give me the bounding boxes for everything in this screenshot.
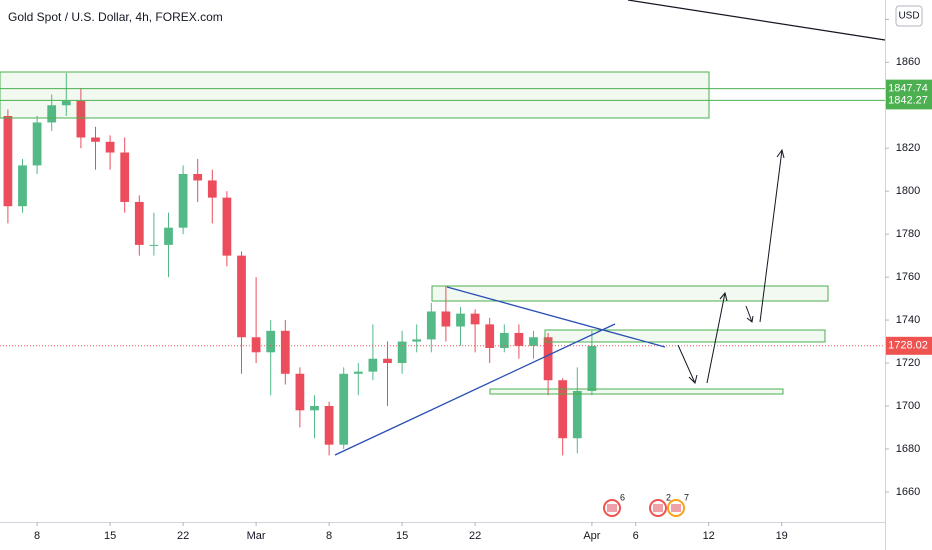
event-count: 2 xyxy=(666,492,671,502)
candle-body xyxy=(572,390,582,439)
candle-body xyxy=(193,174,203,181)
candle-body xyxy=(397,341,407,364)
candle-body xyxy=(441,311,451,327)
event-count: 7 xyxy=(684,492,689,502)
candle-body xyxy=(251,337,261,353)
candle-body xyxy=(149,244,159,246)
y-tick-label: 1860 xyxy=(896,56,920,68)
candle-body xyxy=(222,197,232,256)
y-tick-label: 1780 xyxy=(896,228,920,240)
trend-line xyxy=(627,0,886,41)
candle-body xyxy=(587,345,597,391)
x-tick-label: 19 xyxy=(776,530,788,542)
y-tick-label: 1720 xyxy=(896,357,920,369)
candle-body xyxy=(280,330,290,374)
x-tick-label: 22 xyxy=(177,530,189,542)
x-tick-label: 8 xyxy=(34,530,40,542)
y-tick-label: 1760 xyxy=(896,271,920,283)
candle-body xyxy=(514,332,524,346)
zone xyxy=(489,388,784,395)
x-tick-label: 6 xyxy=(633,530,639,542)
candle-body xyxy=(32,122,42,166)
event-flag xyxy=(671,504,681,512)
event-flag xyxy=(607,504,617,512)
candle-body xyxy=(76,100,86,138)
price-label: 1842.27 xyxy=(888,94,928,106)
y-tick-label: 1740 xyxy=(896,314,920,326)
event-badge: 6 xyxy=(603,492,625,517)
x-tick-label: Apr xyxy=(583,530,600,542)
x-tick-label: 22 xyxy=(469,530,481,542)
y-tick-label: 1800 xyxy=(896,185,920,197)
y-tick-label: 1820 xyxy=(896,142,920,154)
event-badge: 2 xyxy=(649,492,671,517)
candle-body xyxy=(120,152,130,202)
arrows xyxy=(677,148,785,384)
candle-body xyxy=(295,373,305,411)
price-label-bg xyxy=(886,336,932,355)
candle-body xyxy=(266,330,276,353)
candle-body xyxy=(61,100,71,106)
trend-line xyxy=(334,323,616,456)
time-axis xyxy=(0,522,885,550)
candle-body xyxy=(499,332,509,348)
x-tick-label: Mar xyxy=(247,530,266,542)
candle-body xyxy=(178,174,188,228)
candle-body xyxy=(558,380,568,439)
candle-body xyxy=(164,227,173,245)
zone xyxy=(431,285,829,302)
zone xyxy=(0,71,710,119)
candle-body xyxy=(412,339,422,342)
plot xyxy=(0,73,885,456)
trend-line xyxy=(446,286,666,348)
candle-body xyxy=(383,358,392,364)
candle-body xyxy=(105,141,115,153)
candle-body xyxy=(543,337,553,381)
x-tick-label: 12 xyxy=(703,530,715,542)
drawings xyxy=(0,0,886,456)
price-label: 1728.02 xyxy=(888,340,928,352)
title-bg xyxy=(0,0,260,34)
event-count: 6 xyxy=(620,492,625,502)
zone xyxy=(544,329,826,343)
chart-title: Gold Spot / U.S. Dollar, 4h, FOREX.com xyxy=(8,10,223,24)
candle-body xyxy=(310,406,319,411)
candle-body xyxy=(18,165,27,207)
x-tick-label: 8 xyxy=(326,530,332,542)
price-label-bg xyxy=(886,91,932,110)
event-flag xyxy=(653,504,663,512)
candle-body xyxy=(324,406,334,445)
candle-body xyxy=(456,313,465,327)
candle-body xyxy=(426,311,436,340)
y-tick-label: 1680 xyxy=(896,443,920,455)
event-badge: 7 xyxy=(667,492,689,517)
x-tick-label: 15 xyxy=(104,530,116,542)
candle-body xyxy=(91,137,100,142)
y-tick-label: 1660 xyxy=(896,486,920,498)
x-tick-label: 15 xyxy=(396,530,408,542)
candle-body xyxy=(353,371,363,374)
candle-body xyxy=(529,337,538,346)
candle-body xyxy=(207,180,217,198)
currency[interactable]: USD xyxy=(898,11,919,22)
candle-body xyxy=(237,255,246,338)
candle-body xyxy=(368,358,378,372)
candle-body xyxy=(47,105,57,123)
currency-button[interactable] xyxy=(895,5,923,27)
candle-body xyxy=(485,324,495,348)
candle-body xyxy=(134,201,144,245)
candle-body xyxy=(3,116,13,207)
y-tick-label: 1700 xyxy=(896,400,920,412)
candle-body xyxy=(339,373,349,445)
candle-body xyxy=(470,313,480,325)
